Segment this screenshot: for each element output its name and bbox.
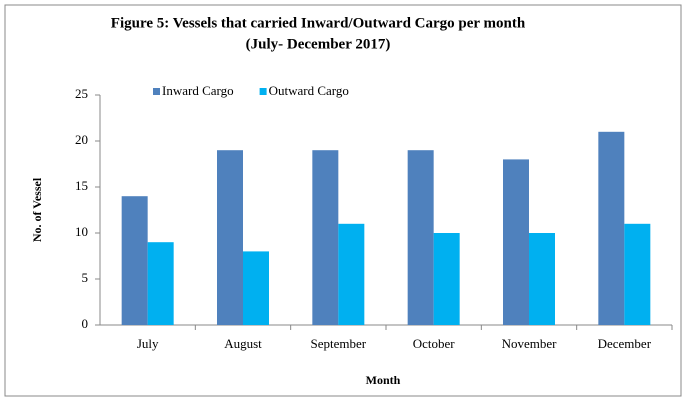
chart-border — [4, 4, 682, 397]
legend-label: Outward Cargo — [269, 83, 349, 98]
y-tick-label: 10 — [75, 224, 88, 239]
bar — [529, 233, 555, 325]
bar — [312, 150, 339, 325]
x-tick-label: November — [502, 336, 558, 351]
bar — [217, 150, 243, 325]
bar — [624, 223, 651, 325]
x-tick-label: August — [224, 336, 262, 351]
chart-title: Figure 5: Vessels that carried Inward/Ou… — [111, 15, 526, 31]
y-axis-title: No. of Vessel — [30, 177, 44, 242]
x-tick-label: September — [311, 336, 367, 351]
y-tick-label: 0 — [82, 316, 89, 331]
legend-swatch — [259, 88, 267, 95]
legend-label: Inward Cargo — [162, 83, 234, 98]
bar — [503, 159, 529, 325]
legend-swatch — [153, 88, 160, 95]
bar — [598, 131, 625, 325]
x-tick-label: December — [598, 336, 652, 351]
bar — [121, 196, 148, 325]
y-tick-label: 15 — [75, 178, 88, 193]
bar — [407, 150, 434, 325]
x-tick-label: October — [413, 336, 456, 351]
bar — [147, 242, 174, 325]
bar — [338, 223, 365, 325]
y-tick-label: 25 — [75, 86, 88, 101]
bar — [433, 233, 460, 325]
x-axis-title: Month — [366, 373, 401, 387]
x-tick-label: July — [137, 336, 159, 351]
y-tick-label: 5 — [82, 270, 89, 285]
y-tick-label: 20 — [75, 132, 88, 147]
chart-subtitle: (July- December 2017) — [246, 36, 391, 52]
bar — [243, 251, 269, 325]
